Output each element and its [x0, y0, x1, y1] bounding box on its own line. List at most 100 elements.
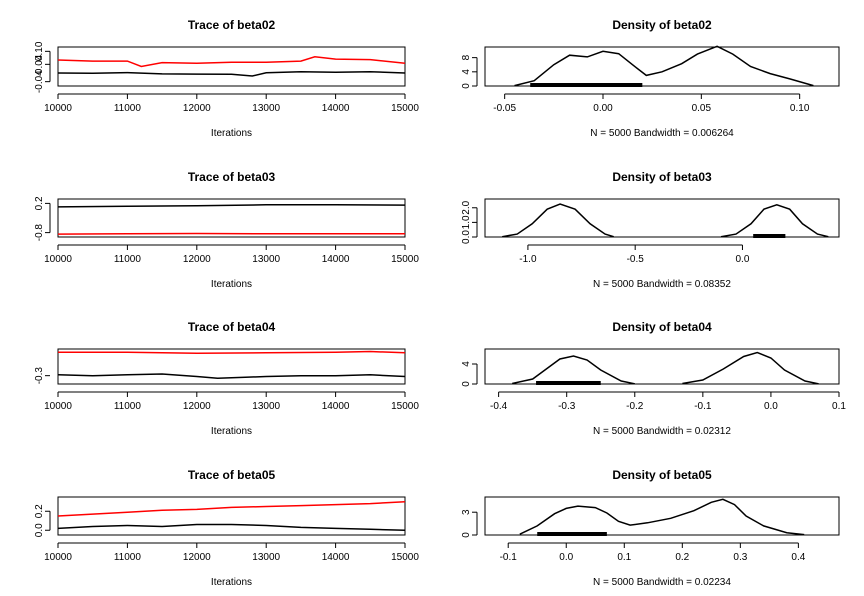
panel-1-x-tick-label: 14000 — [322, 103, 350, 114]
panel-7-x-tick-label: 15000 — [391, 552, 419, 563]
panel-6-series-2-line — [682, 351, 819, 385]
panel-8-frame — [484, 496, 840, 536]
panel-1-x-tick-label: 12000 — [183, 103, 211, 114]
panel-1-series-2-line — [57, 56, 406, 68]
panel-3-series-2-line — [57, 232, 405, 235]
panel-5-y-tick-label: -0.3 — [34, 367, 45, 385]
panel-3-x-tick-label: 10000 — [44, 254, 72, 265]
panel-3-x-tick-label: 14000 — [322, 254, 350, 265]
panel-2-y-tick-label: 4 — [461, 69, 472, 75]
panel-3-x-tick-label: 12000 — [183, 254, 211, 265]
panel-2-x-tick-label: 0.05 — [692, 103, 712, 114]
panel-7-x-tick-label: 13000 — [252, 552, 280, 563]
panel-7-x-tick-label: 12000 — [183, 552, 211, 563]
panel-5-x-tick-label: 13000 — [252, 401, 280, 412]
panel-8-series-1-line — [519, 498, 805, 536]
panel-7-title: Trace of beta05 — [188, 468, 276, 482]
panel-6-x-tick-label: 0.0 — [764, 401, 778, 412]
panel-1-x-tick-label: 13000 — [252, 103, 280, 114]
panel-2-y-tick-label: 8 — [461, 54, 472, 60]
panel-2-x-tick-label: -0.05 — [493, 103, 516, 114]
panel-5-series-1-line — [57, 373, 406, 379]
panel-3-x-tick-label: 15000 — [391, 254, 419, 265]
panel-1-y-tick-label: -0.04 — [34, 70, 45, 93]
panel-3: Trace of beta03 10000 11000 12000 13000 14000… — [34, 170, 419, 290]
panel-4-title: Density of beta03 — [612, 170, 712, 184]
panel-7-x-tick-label: 14000 — [322, 552, 350, 563]
panel-8-x-tick-label: 0.0 — [559, 552, 573, 563]
panel-4-y-tick-label: 2.0 — [461, 200, 472, 214]
panel-3-frame — [57, 198, 406, 238]
panel-3-x-axis-label: Iterations — [211, 279, 252, 290]
panel-2: Density of beta02 -0.05 0.00 0.05 0.10 N = 50… — [461, 18, 840, 139]
panel-4-caption: N = 5000 Bandwidth = 0.08352 — [593, 279, 731, 290]
panel-2-x-tick-label: 0.00 — [593, 103, 613, 114]
panel-2-title: Density of beta02 — [612, 18, 712, 32]
panel-8-x-tick-label: -0.1 — [500, 552, 518, 563]
panel-6-x-tick-label: -0.3 — [558, 401, 576, 412]
panel-5-x-tick-label: 10000 — [44, 401, 72, 412]
panel-1-y-tick-label: 0.10 — [34, 41, 45, 61]
panel-6-x-tick-label: -0.2 — [626, 401, 644, 412]
panel-4-y-tick-label: 1.0 — [461, 215, 472, 229]
panel-5-series-2-line — [58, 350, 406, 354]
panel-3-x-tick-label: 13000 — [252, 254, 280, 265]
panel-5-frame — [57, 348, 406, 385]
panel-5-x-axis-label: Iterations — [211, 426, 252, 437]
panel-3-y-tick-label: -0.8 — [34, 224, 45, 242]
panel-6-y-tick-label: 0 — [461, 381, 472, 387]
panel-1-title: Trace of beta02 — [188, 18, 276, 32]
panel-6-title: Density of beta04 — [612, 320, 712, 334]
panel-6-caption: N = 5000 Bandwidth = 0.02312 — [593, 426, 731, 437]
panel-8: Density of beta05 -0.1 0.0 0.1 0.2 0.3 0.4 N = … — [461, 468, 840, 588]
panel-4-series-1-line — [502, 203, 614, 238]
panel-1-series-1-line — [57, 70, 406, 77]
panel-8-x-tick-label: 0.1 — [617, 552, 631, 563]
panel-2-caption: N = 5000 Bandwidth = 0.006264 — [590, 128, 734, 139]
panel-8-x-tick-label: 0.3 — [733, 552, 747, 563]
panel-1-y-tick-label: 0.04 — [34, 54, 45, 74]
panel-2-frame — [484, 46, 840, 87]
panel-2-y-tick-label: 0 — [461, 83, 472, 89]
panel-5-x-tick-label: 12000 — [183, 401, 211, 412]
panel-6-x-tick-label: -0.1 — [694, 401, 712, 412]
panel-6: Density of beta04 -0.4 -0.3 -0.2 -0.1 0.0 0.1 N… — [461, 320, 846, 437]
panel-5-x-tick-label: 14000 — [322, 401, 350, 412]
panel-5: Trace of beta04 10000 11000 12000 13000 14000… — [34, 320, 419, 437]
panel-1-x-axis-label: Iterations — [211, 128, 252, 139]
panel-7-x-tick-label: 11000 — [114, 552, 142, 563]
panel-6-y-tick-label: 4 — [461, 361, 472, 367]
panel-7-x-axis-label: Iterations — [211, 577, 252, 588]
panel-7: Trace of beta05 10000 11000 12000 13000 14000… — [34, 468, 419, 588]
panel-1: Trace of beta02 10000 11000 12000 13000 14000… — [34, 18, 419, 139]
panel-2-series-1-line — [514, 45, 814, 87]
panel-6-x-tick-label: 0.1 — [832, 401, 846, 412]
panel-4-x-tick-label: -0.5 — [627, 254, 645, 265]
panel-3-x-tick-label: 11000 — [114, 254, 142, 265]
panel-1-x-tick-label: 11000 — [114, 103, 142, 114]
panel-4-y-tick-label: 0.0 — [461, 230, 472, 244]
panel-6-frame — [484, 348, 840, 385]
panel-1-x-tick-label: 15000 — [391, 103, 419, 114]
panel-3-y-tick-label: 0.2 — [34, 196, 45, 210]
panel-3-series-1-line — [57, 204, 406, 208]
panel-4: Density of beta03 -1.0 -0.5 0.0 N = 5000 Ban… — [461, 170, 840, 290]
panel-8-y-tick-label: 0 — [461, 532, 472, 538]
panel-8-caption: N = 5000 Bandwidth = 0.02234 — [593, 577, 731, 588]
panel-4-x-tick-label: 0.0 — [736, 254, 750, 265]
panel-8-title: Density of beta05 — [612, 468, 712, 482]
panel-6-x-tick-label: -0.4 — [490, 401, 508, 412]
panel-7-x-tick-label: 10000 — [44, 552, 72, 563]
panel-7-y-tick-label: 0.2 — [34, 504, 45, 518]
panel-7-series-2-line — [57, 501, 406, 517]
panel-5-x-tick-label: 15000 — [391, 401, 419, 412]
panel-7-y-tick-label: 0.0 — [34, 523, 45, 537]
panel-8-x-tick-label: 0.4 — [791, 552, 805, 563]
panel-5-title: Trace of beta04 — [188, 320, 276, 334]
panel-7-series-1-line — [57, 523, 406, 532]
panel-3-title: Trace of beta03 — [188, 170, 276, 184]
panel-2-x-tick-label: 0.10 — [790, 103, 810, 114]
panel-4-series-2-line — [720, 204, 829, 238]
panel-5-x-tick-label: 11000 — [114, 401, 142, 412]
